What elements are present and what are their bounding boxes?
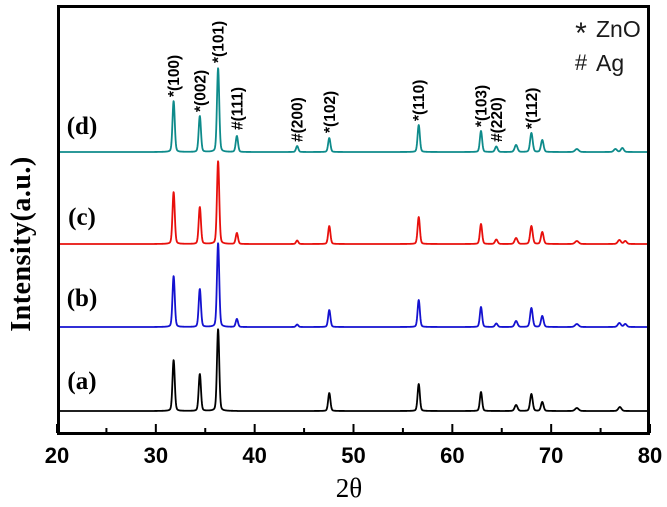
x-tick-label-50: 50 xyxy=(341,443,366,468)
legend-item-zno: * ZnO xyxy=(570,12,641,51)
series-label-d: (d) xyxy=(66,113,98,140)
legend-label-ag: Ag xyxy=(596,49,625,76)
xrd-curve-d xyxy=(56,67,651,153)
peak-label-112: *(112) xyxy=(524,88,541,129)
y-axis-title: Intensity(a.u.) xyxy=(6,156,37,332)
series-label-b: (b) xyxy=(66,285,98,312)
legend-label-zno: ZnO xyxy=(596,15,641,42)
peak-label-100: *(100) xyxy=(166,55,183,97)
x-axis-title: 2θ xyxy=(335,473,363,503)
peak-label-103: *(103) xyxy=(473,85,490,127)
legend: * ZnO # Ag xyxy=(570,12,641,80)
x-tick-label-80: 80 xyxy=(637,443,663,468)
peak-label-200: #(200) xyxy=(290,97,307,142)
peak-label-101: *(101) xyxy=(211,21,228,63)
asterisk-marker-icon: * xyxy=(575,17,587,50)
x-tick-label-40: 40 xyxy=(242,443,267,468)
x-tick-label-60: 60 xyxy=(440,443,465,468)
x-tick-label-20: 20 xyxy=(44,443,70,468)
x-tick-label-70: 70 xyxy=(538,443,564,468)
peak-label-002: *(002) xyxy=(192,70,209,112)
peak-label-220: #(220) xyxy=(489,97,506,142)
peak-label-102: *(102) xyxy=(322,91,339,133)
series-label-a: (a) xyxy=(67,368,97,395)
plot-frame xyxy=(57,5,650,435)
peak-label-111: #(111) xyxy=(229,87,246,130)
x-tick-label-30: 30 xyxy=(143,443,169,468)
hash-marker-icon: # xyxy=(574,50,588,75)
legend-item-ag: # Ag xyxy=(570,46,641,80)
series-label-c: (c) xyxy=(68,204,96,231)
xrd-curve-c xyxy=(56,160,651,245)
peak-label-110: *(110) xyxy=(411,80,428,121)
xrd-curve-b xyxy=(56,242,651,328)
xrd-curve-a xyxy=(56,328,651,412)
